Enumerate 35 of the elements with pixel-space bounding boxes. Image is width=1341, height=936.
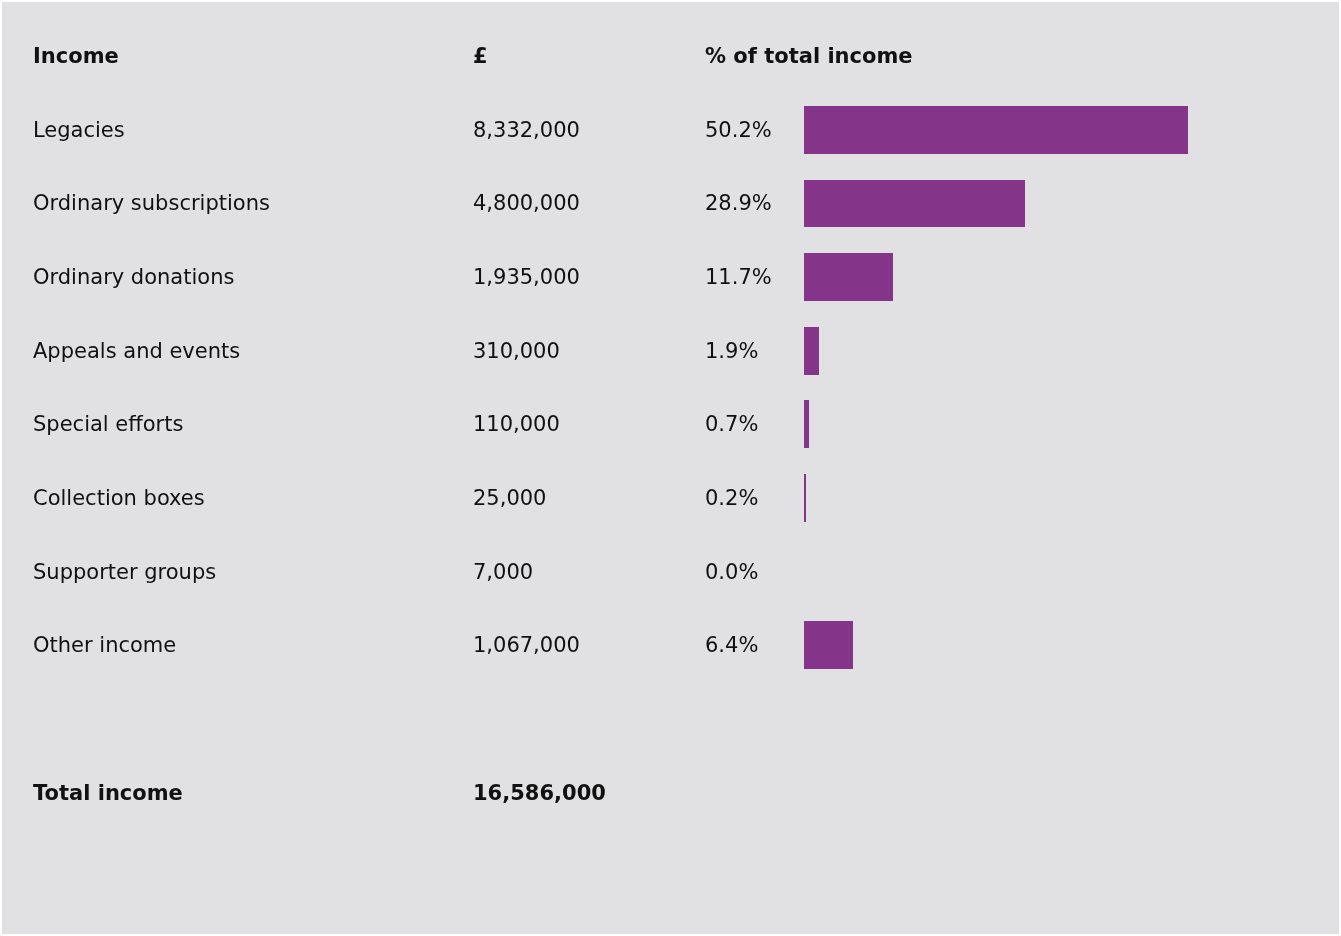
- data-label: 0.7%: [705, 412, 759, 436]
- text: 1,935,000: [473, 265, 580, 289]
- bar: [804, 400, 809, 448]
- data-label: 6.4%: [705, 633, 759, 657]
- bar: [804, 621, 853, 669]
- text: 8,332,000: [473, 118, 580, 142]
- x-axis-title: % of total income: [705, 44, 913, 68]
- y-tick-label: Collection boxes: [33, 486, 205, 510]
- y-tick-label: Ordinary subscriptions: [33, 191, 270, 215]
- bar: [804, 253, 893, 301]
- text: £: [473, 44, 488, 68]
- bar: [804, 327, 819, 375]
- text: 110,000: [473, 412, 560, 436]
- text: 1,067,000: [473, 633, 580, 657]
- y-tick-label: Appeals and events: [33, 339, 241, 363]
- text: 4,800,000: [473, 191, 580, 215]
- data-label: 1.9%: [705, 339, 759, 363]
- bar: [804, 106, 1188, 154]
- text: 16,586,000: [473, 781, 606, 805]
- y-tick-label: Supporter groups: [33, 560, 217, 584]
- data-label: 0.0%: [705, 560, 759, 584]
- data-label: 11.7%: [705, 265, 772, 289]
- text: 310,000: [473, 339, 560, 363]
- data-label: 28.9%: [705, 191, 772, 215]
- data-label: 50.2%: [705, 118, 772, 142]
- bar: [804, 180, 1025, 227]
- y-axis-title: Income: [33, 44, 119, 68]
- y-tick-label: Legacies: [33, 118, 125, 142]
- text: 7,000: [473, 560, 534, 584]
- text: Total income: [33, 781, 183, 805]
- y-tick-label: Ordinary donations: [33, 265, 235, 289]
- y-tick-label: Special efforts: [33, 412, 184, 436]
- text: 25,000: [473, 486, 547, 510]
- y-tick-label: Other income: [33, 633, 177, 657]
- data-label: 0.2%: [705, 486, 759, 510]
